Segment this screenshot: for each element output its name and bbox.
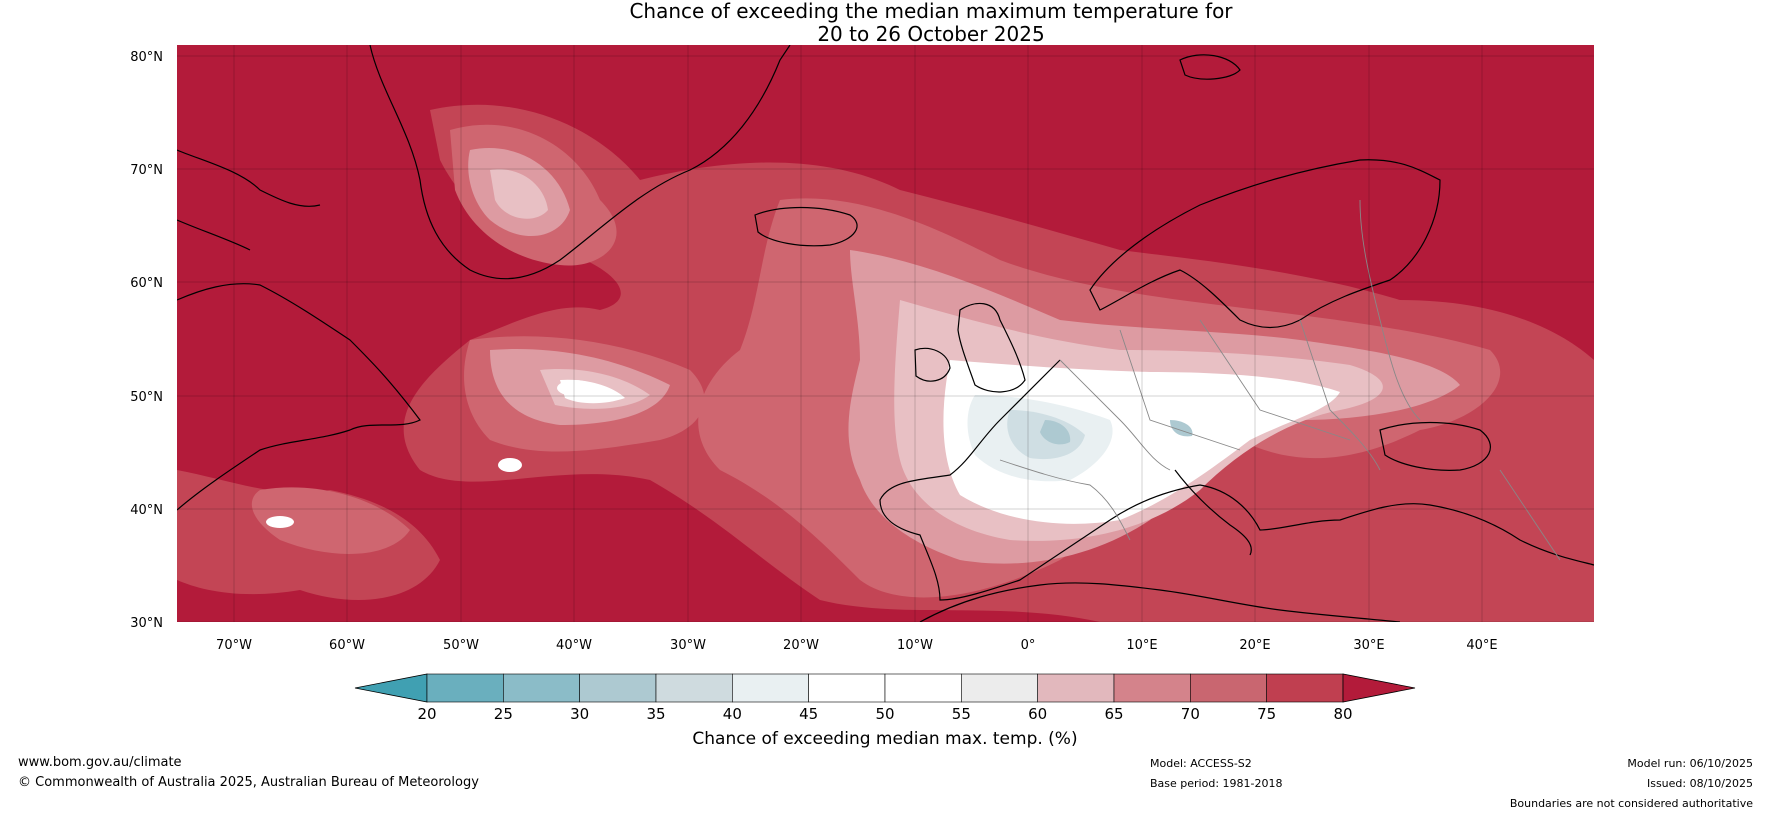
latitude-labels: 80°N 70°N 60°N 50°N 40°N 30°N — [130, 50, 163, 631]
title-line-2: 20 to 26 October 2025 — [817, 22, 1045, 46]
coast-italy — [1174, 469, 1252, 556]
lon-label-10e: 10°E — [1126, 638, 1157, 653]
colorbar-tick-label: 30 — [570, 705, 589, 723]
colorbar-segment — [808, 673, 886, 703]
graticule — [177, 45, 1594, 622]
colorbar-segment — [884, 673, 962, 703]
colorbar-tick-label: 60 — [1028, 705, 1047, 723]
colorbar-tick-label: 65 — [1104, 705, 1123, 723]
colorbar-tick-label: 70 — [1181, 705, 1200, 723]
colorbar-extend-high — [1342, 673, 1416, 703]
zone-spot-3 — [266, 516, 294, 528]
colorbar-segment — [426, 673, 504, 703]
coast-mediterranean — [1109, 484, 1594, 566]
lon-label-40w: 40°W — [556, 638, 592, 653]
lat-label-70n: 70°N — [130, 163, 163, 178]
colorbar-tick-label: 25 — [494, 705, 513, 723]
coast-ireland — [914, 347, 951, 382]
footer-copyright: © Commonwealth of Australia 2025, Austra… — [18, 775, 479, 790]
coast-scandinavia — [1089, 159, 1441, 329]
border-4 — [1299, 319, 1381, 471]
border-1 — [1059, 359, 1171, 471]
coast-greenland — [369, 45, 791, 280]
title-line-1: Chance of exceeding the median maximum t… — [629, 0, 1233, 23]
lon-label-40e: 40°E — [1466, 638, 1497, 653]
colorbar-segment — [655, 673, 733, 703]
border-2 — [1119, 329, 1241, 451]
colorbar-segments — [354, 673, 1416, 703]
colorbar-segment — [579, 673, 657, 703]
coast-canada-arctic — [177, 149, 321, 251]
border-7 — [1499, 469, 1561, 561]
coast-black-sea — [1379, 421, 1491, 471]
footer-disclaimer: Boundaries are not considered authoritat… — [1509, 797, 1753, 810]
colorbar-tick-label: 80 — [1333, 705, 1352, 723]
longitude-labels: 70°W 60°W 50°W 40°W 30°W 20°W 10°W 0° 10… — [216, 638, 1498, 653]
colorbar-tick-label: 55 — [952, 705, 971, 723]
lat-label-50n: 50°N — [130, 390, 163, 405]
lon-label-30w: 30°W — [670, 638, 706, 653]
colorbar-segment — [1113, 673, 1191, 703]
colorbar-tick-label: 40 — [723, 705, 742, 723]
map-title: Chance of exceeding the median maximum t… — [0, 0, 1770, 46]
colorbar-tick-label: 45 — [799, 705, 818, 723]
border-5 — [999, 459, 1131, 541]
coast-europe-west — [879, 359, 1111, 601]
footer-model: Model: ACCESS-S2 — [1150, 757, 1252, 770]
colorbar-label: Chance of exceeding median max. temp. (%… — [692, 729, 1077, 749]
colorbar-segment — [1190, 673, 1267, 703]
colorbar-segment — [732, 673, 809, 703]
colorbar-tick-label: 50 — [875, 705, 894, 723]
colorbar-tick-label: 35 — [646, 705, 665, 723]
footer-website[interactable]: www.bom.gov.au/climate — [18, 755, 182, 770]
lat-label-40n: 40°N — [130, 503, 163, 518]
footer-base-period: Base period: 1981-2018 — [1150, 777, 1283, 790]
coast-svalbard — [1179, 54, 1241, 80]
colorbar: 20 25 30 35 40 45 50 55 60 65 70 75 80 Chance of exc… — [354, 673, 1416, 749]
lat-label-60n: 60°N — [130, 276, 163, 291]
lon-label-20w: 20°W — [783, 638, 819, 653]
border-6 — [1359, 199, 1421, 421]
lat-label-30n: 30°N — [130, 616, 163, 631]
coast-labrador — [177, 283, 421, 511]
colorbar-segment — [1037, 673, 1115, 703]
lon-label-70w: 70°W — [216, 638, 252, 653]
zone-35 — [1040, 420, 1193, 445]
footer-issued: Issued: 08/10/2025 — [1646, 777, 1753, 790]
colorbar-segment — [961, 673, 1038, 703]
footer-model-run: Model run: 06/10/2025 — [1627, 757, 1753, 770]
lon-label-20e: 20°E — [1239, 638, 1270, 653]
country-borders — [999, 199, 1561, 561]
colorbar-tick-label: 20 — [417, 705, 436, 723]
colorbar-extend-low — [354, 673, 428, 703]
lat-label-80n: 80°N — [130, 50, 163, 65]
zone-50 — [560, 360, 1340, 524]
coast-iceland — [754, 206, 858, 247]
lon-label-50w: 50°W — [443, 638, 479, 653]
lon-label-0: 0° — [1021, 638, 1036, 653]
colorbar-tick-label: 75 — [1257, 705, 1276, 723]
lon-label-60w: 60°W — [329, 638, 365, 653]
coastlines — [177, 45, 1594, 622]
zone-spot-1 — [557, 380, 593, 396]
colorbar-segment — [1266, 673, 1344, 703]
coast-north-africa — [919, 582, 1401, 622]
zone-spot-2 — [498, 458, 522, 472]
map-area — [177, 45, 1594, 622]
lon-label-30e: 30°E — [1353, 638, 1384, 653]
colorbar-segment — [503, 673, 580, 703]
lon-label-10w: 10°W — [897, 638, 933, 653]
coast-gb — [957, 302, 1026, 393]
border-3 — [1199, 319, 1351, 441]
colorbar-ticks: 20 25 30 35 40 45 50 55 60 65 70 75 80 — [417, 705, 1352, 723]
